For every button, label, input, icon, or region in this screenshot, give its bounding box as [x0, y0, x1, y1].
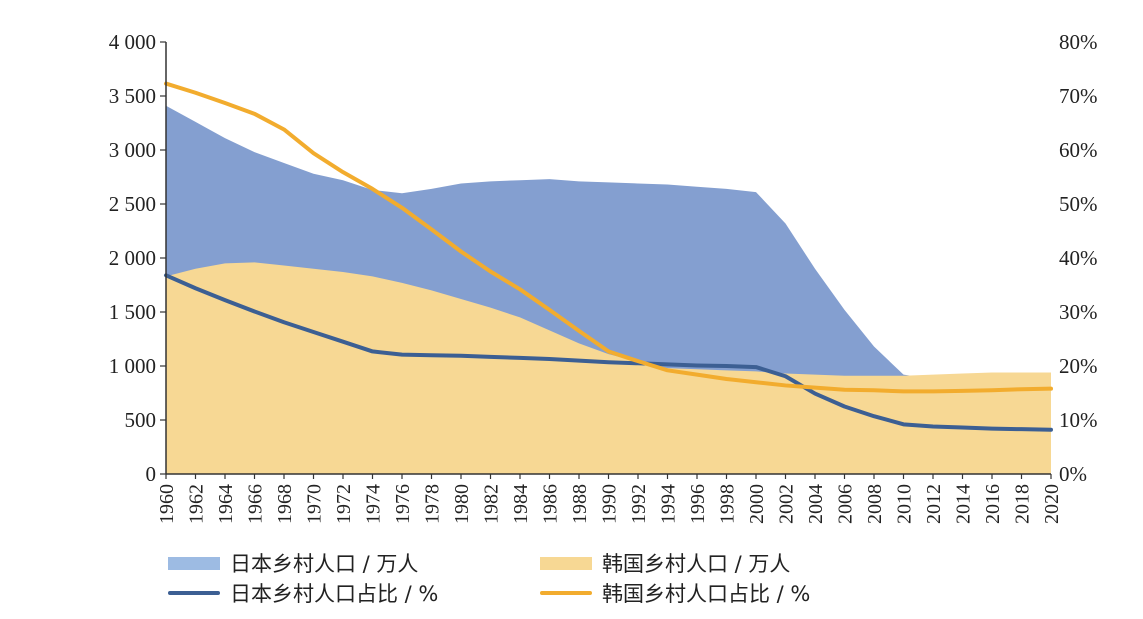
x-tick-label: 2016: [982, 484, 1004, 524]
x-tick-label: 2008: [864, 484, 886, 524]
x-tick-label: 1974: [363, 484, 385, 524]
y-right-tick-label: 60%: [1059, 138, 1098, 162]
x-tick-label: 1984: [510, 484, 532, 524]
x-tick-label: 2010: [894, 484, 916, 524]
x-tick-label: 2000: [746, 484, 768, 524]
x-tick-label: 2004: [805, 484, 827, 524]
x-tick-label: 1980: [451, 484, 473, 524]
x-tick-label: 2012: [923, 484, 945, 524]
axes: 0 500 1 000 1 500 2 000 2 500 3 000 3 500 4 000 0…: [109, 30, 1098, 524]
y-left-tick-label: 0: [146, 462, 157, 486]
y-right-tick-label: 20%: [1059, 354, 1098, 378]
x-tick-label: 1976: [392, 484, 414, 524]
y-left-tick-label: 500: [125, 408, 157, 432]
x-tick-label: 1972: [333, 484, 355, 524]
x-tick-label: 2020: [1041, 484, 1063, 524]
y-right-tick-label: 10%: [1059, 408, 1098, 432]
y-right-tick-label: 40%: [1059, 246, 1098, 270]
x-tick-label: 1990: [599, 484, 621, 524]
x-tick-label: 1982: [481, 484, 503, 524]
x-tick-label: 1994: [658, 484, 680, 524]
x-tick-label: 1992: [628, 484, 650, 524]
x-tick-label: 1970: [304, 484, 326, 524]
y-left-tick-label: 2 000: [109, 246, 156, 270]
x-tick-label: 2002: [776, 484, 798, 524]
y-left-tick-label: 3 000: [109, 138, 156, 162]
y-right-tick-label: 50%: [1059, 192, 1098, 216]
x-tick-label: 2006: [835, 484, 857, 524]
y-right-tick-label: 80%: [1059, 30, 1098, 54]
x-tick-label: 2014: [953, 484, 975, 524]
y-left-tick-label: 2 500: [109, 192, 156, 216]
area-layer: [166, 105, 1051, 474]
x-tick-label: 1998: [717, 484, 739, 524]
x-tick-label: 1962: [186, 484, 208, 524]
y-right-tick-label: 30%: [1059, 300, 1098, 324]
x-tick-label: 1986: [540, 484, 562, 524]
y-left-tick-label: 1 000: [109, 354, 156, 378]
x-tick-label: 1968: [274, 484, 296, 524]
line-japan-share: [164, 273, 1053, 432]
y-left-tick-label: 1 500: [109, 300, 156, 324]
y-right-tick-label: 0%: [1059, 462, 1087, 486]
x-tick-label: 1960: [156, 484, 178, 524]
area-korea-population: [166, 262, 1051, 474]
x-tick-label: 1988: [569, 484, 591, 524]
x-tick-label: 1978: [422, 484, 444, 524]
x-tick-label: 2018: [1012, 484, 1034, 524]
x-tick-label: 1964: [215, 484, 237, 524]
line-korea-share: [164, 81, 1053, 394]
y-right-tick-label: 70%: [1059, 84, 1098, 108]
x-tick-label: 1966: [245, 484, 267, 524]
x-tick-label: 1996: [687, 484, 709, 524]
y-left-tick-label: 4 000: [109, 30, 156, 54]
line-layer: [164, 81, 1053, 432]
y-left-tick-label: 3 500: [109, 84, 156, 108]
